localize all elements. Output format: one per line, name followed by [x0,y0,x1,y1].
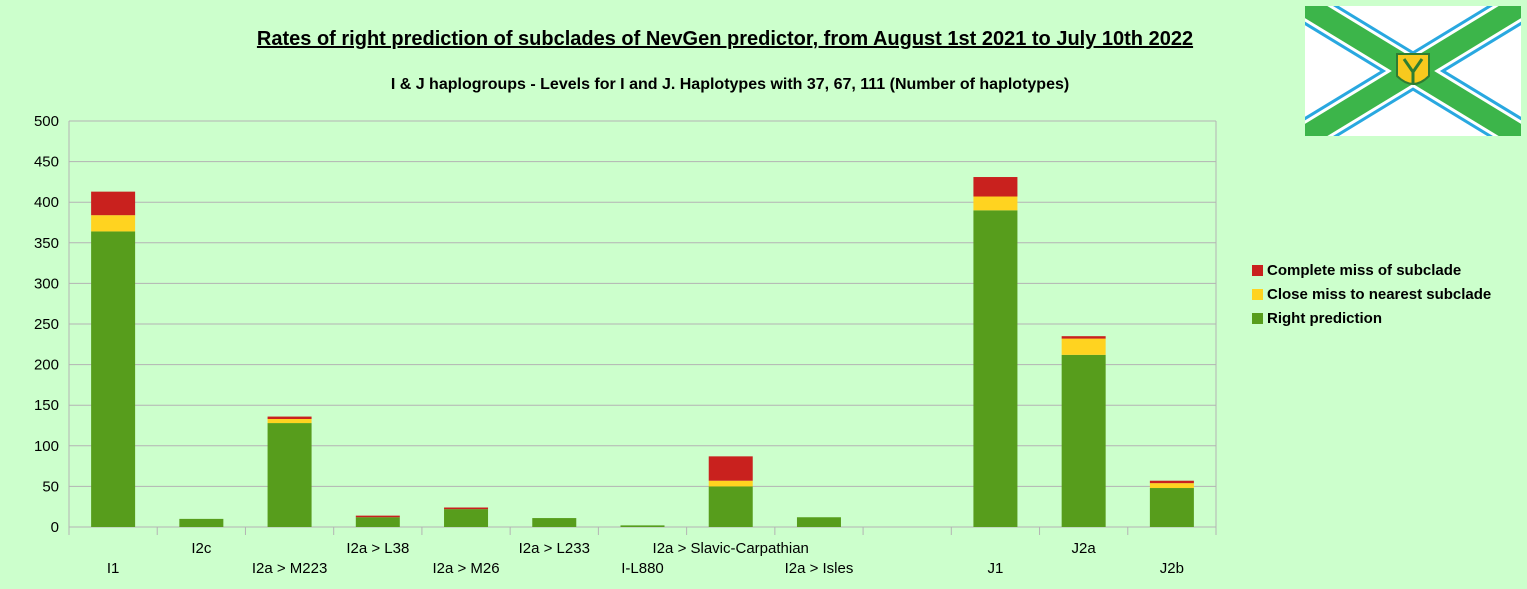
flag-icon [1305,6,1521,136]
bar-segment [267,423,312,527]
x-tick-label: I2a > L38 [346,540,409,557]
y-tick-label: 200 [34,357,59,374]
y-tick-label: 50 [42,478,59,495]
chart-subtitle: I & J haplogroups - Levels for I and J. … [391,76,1069,93]
x-tick-label: I-L880 [621,560,664,577]
legend-swatch [1252,265,1263,276]
x-tick-label: I2c [191,540,212,557]
bar-segment [355,515,400,518]
plot-area: 0 50 100 150 200 250 300 350 400 450 500 I1 I2c I2a >… [34,113,1217,577]
x-tick-label: I2a > M26 [432,560,499,577]
bar-segment [796,517,841,527]
y-tick-label: 350 [34,235,59,252]
y-tick-label: 150 [34,397,59,414]
y-tick-label: 300 [34,275,59,292]
x-tick-label: I2a > M223 [252,560,327,577]
legend: Complete miss of subclade Close miss to n… [1252,262,1491,327]
bar-segment [1061,354,1106,527]
bar-segment [91,215,136,232]
x-tick-label: J1 [988,560,1004,577]
legend-swatch [1252,313,1263,324]
x-tick-label: J2a [1072,540,1097,557]
bar-segment [267,419,312,424]
bar-segment [1061,338,1106,355]
y-tick-label: 500 [34,113,59,130]
bar-segment [355,517,400,527]
bar-segment [444,509,489,527]
bar-segment [620,525,665,527]
bar-segment [1061,336,1106,339]
x-tick-label: I2a > L233 [519,540,590,557]
bar-segment [91,231,136,527]
x-tick-label: I2a > Slavic-Carpathian [653,540,809,557]
bar-segment [1149,483,1194,489]
legend-label: Right prediction [1267,310,1382,327]
y-tick-label: 0 [51,519,59,536]
x-tick-label: I1 [107,560,120,577]
y-tick-label: 400 [34,194,59,211]
bar-segment [91,191,136,216]
bar-segment [973,210,1018,527]
x-tick-label: I2a > Isles [785,560,854,577]
y-tick-label: 250 [34,316,59,333]
bar-segment [267,416,312,420]
bar-segment [708,480,753,487]
bar-segment [1149,480,1194,484]
chart-title: Rates of right prediction of subclades o… [257,28,1193,50]
legend-label: Complete miss of subclade [1267,262,1461,279]
x-tick-label: J2b [1160,560,1184,577]
bar-segment [1149,488,1194,527]
y-tick-label: 100 [34,438,59,455]
legend-swatch [1252,289,1263,300]
bar-segment [444,507,489,510]
y-tick-label: 450 [34,154,59,171]
legend-label: Close miss to nearest subclade [1267,286,1491,303]
bar-segment [708,456,753,481]
bar-segment [973,196,1018,211]
bar-segment [973,177,1018,197]
bar-segment [532,518,577,527]
bar-segment [708,486,753,527]
bar-segment [179,518,224,527]
